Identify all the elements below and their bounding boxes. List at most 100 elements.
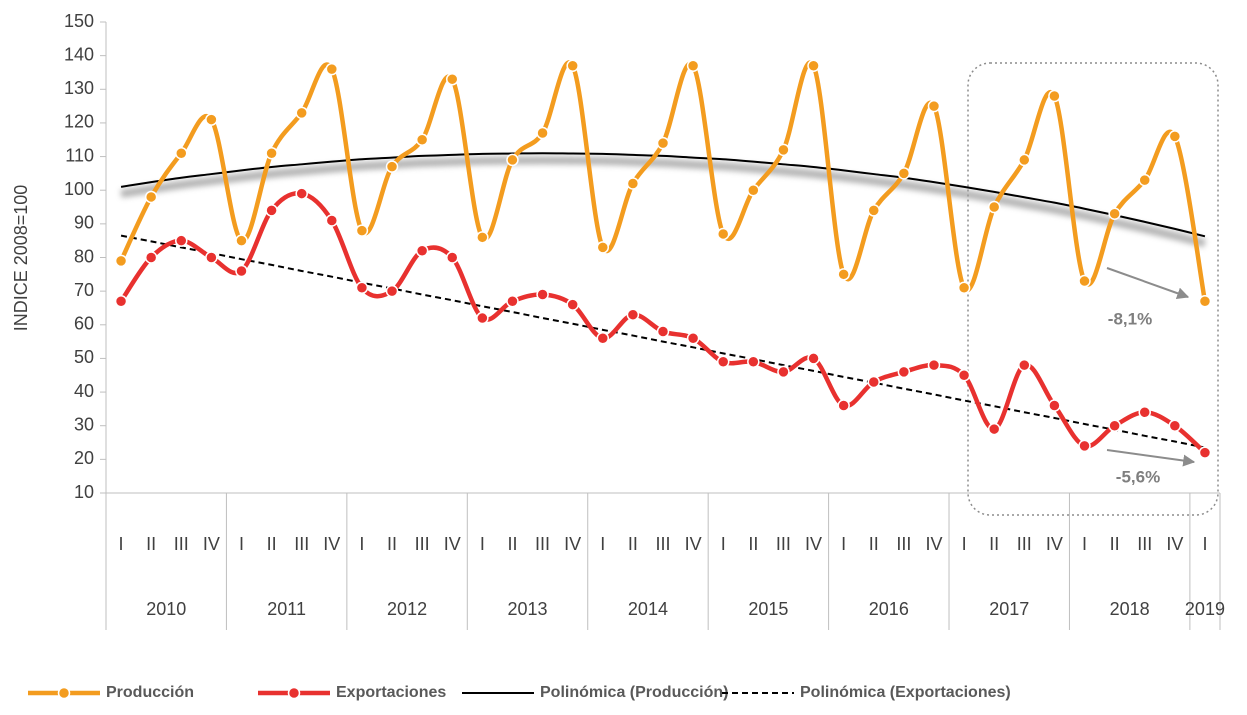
x-tick-label: I: [962, 534, 967, 554]
year-label: 2011: [267, 599, 306, 619]
y-tick-label: 140: [64, 44, 94, 64]
x-tick-label: IV: [685, 534, 702, 554]
x-tick-label: IV: [1046, 534, 1063, 554]
point: [807, 59, 820, 72]
point: [626, 177, 640, 190]
point: [536, 288, 549, 301]
point: [716, 227, 730, 241]
highlight-box: [967, 62, 1219, 516]
point: [175, 234, 188, 247]
y-tick-label: 10: [74, 482, 94, 502]
y-tick-label: 20: [74, 448, 94, 468]
x-tick-label: III: [655, 534, 670, 554]
point: [114, 294, 128, 308]
point: [656, 136, 670, 150]
year-label: 2014: [628, 599, 668, 619]
point: [114, 254, 128, 268]
year-label: 2013: [507, 599, 547, 619]
legend-marker: [57, 686, 71, 700]
legend-label: Polinómica (Exportaciones): [800, 684, 1011, 701]
point: [205, 113, 218, 126]
point: [175, 146, 188, 160]
point: [506, 153, 519, 167]
x-tick-label: III: [174, 534, 189, 554]
point: [686, 59, 700, 72]
trend-line: [120, 152, 1206, 238]
point: [1168, 130, 1182, 143]
year-label: 2018: [1110, 599, 1150, 619]
point: [385, 160, 399, 173]
trend-line: [120, 234, 1206, 449]
point: [596, 241, 610, 254]
point: [566, 59, 579, 72]
x-tick-label: III: [415, 534, 430, 554]
y-tick-label: 120: [64, 112, 94, 132]
x-tick-label: IV: [925, 534, 942, 554]
point: [355, 224, 369, 237]
point: [235, 234, 248, 247]
point: [1018, 358, 1031, 372]
series-line: [119, 60, 1208, 302]
point: [1048, 89, 1061, 103]
point: [927, 358, 941, 372]
x-tick-label: II: [869, 534, 879, 554]
year-label: 2012: [387, 599, 427, 619]
x-tick-label: II: [628, 534, 638, 554]
point: [355, 281, 369, 295]
point: [927, 99, 941, 113]
legend-label: Producción: [106, 684, 194, 701]
x-tick-label: I: [359, 534, 364, 554]
annotation: -5,6%: [1116, 467, 1160, 486]
point: [1078, 274, 1091, 288]
x-tick-label: I: [721, 534, 726, 554]
x-tick-label: IV: [1166, 534, 1183, 554]
x-tick-label: I: [119, 534, 124, 554]
x-tick-label: I: [600, 534, 605, 554]
point: [1138, 173, 1151, 187]
x-tick-label: III: [535, 534, 550, 554]
x-tick-label: IV: [203, 534, 220, 554]
x-tick-label: IV: [444, 534, 461, 554]
x-tick-label: IV: [323, 534, 340, 554]
point: [235, 264, 248, 278]
point: [807, 352, 820, 365]
legend-label: Exportaciones: [336, 684, 446, 701]
point: [325, 214, 339, 227]
x-tick-label: III: [896, 534, 911, 554]
x-tick-label: I: [841, 534, 846, 554]
y-tick-label: 90: [74, 213, 94, 233]
y-tick-label: 80: [74, 246, 94, 266]
series-line: [119, 191, 1207, 455]
point: [897, 365, 911, 379]
point: [626, 308, 640, 321]
year-label: 2019: [1185, 599, 1225, 619]
point: [415, 133, 429, 146]
x-tick-label: I: [239, 534, 244, 554]
point: [566, 298, 579, 311]
point: [1168, 419, 1182, 432]
point: [1048, 399, 1061, 412]
point: [265, 146, 278, 160]
x-tick-label: II: [267, 534, 277, 554]
point: [987, 200, 1001, 214]
x-tick-label: IV: [564, 534, 581, 554]
x-tick-label: II: [748, 534, 758, 554]
y-tick-label: 70: [74, 280, 94, 300]
point: [987, 422, 1001, 436]
point: [1138, 406, 1151, 419]
y-tick-label: 100: [64, 179, 94, 199]
x-tick-label: III: [294, 534, 309, 554]
point: [957, 369, 971, 382]
point: [1108, 419, 1121, 432]
x-tick-label: I: [480, 534, 485, 554]
y-tick-label: 150: [64, 11, 94, 31]
point: [837, 399, 850, 412]
point: [777, 365, 790, 379]
point: [747, 355, 760, 369]
x-tick-label: II: [1110, 534, 1120, 554]
annotation: -8,1%: [1108, 309, 1152, 328]
y-tick-label: 30: [74, 414, 94, 434]
point: [476, 311, 489, 325]
y-tick-label: 110: [65, 145, 94, 165]
